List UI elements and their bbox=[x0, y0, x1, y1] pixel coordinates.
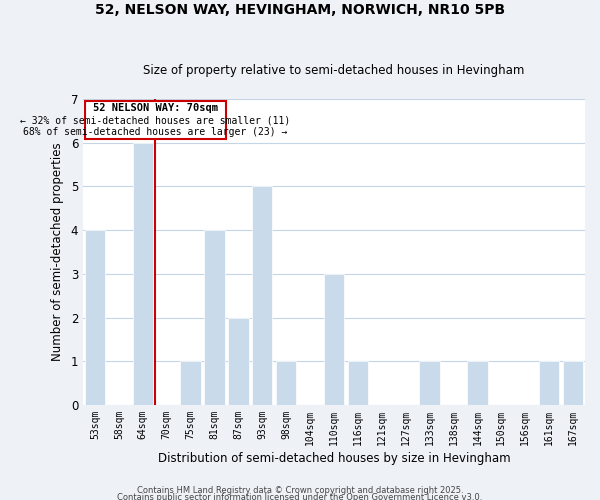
Bar bbox=[228, 318, 248, 405]
FancyBboxPatch shape bbox=[85, 100, 226, 139]
Bar bbox=[539, 361, 559, 405]
Bar bbox=[324, 274, 344, 405]
Bar bbox=[419, 361, 440, 405]
Bar bbox=[181, 361, 201, 405]
Text: 52 NELSON WAY: 70sqm: 52 NELSON WAY: 70sqm bbox=[93, 104, 218, 114]
Y-axis label: Number of semi-detached properties: Number of semi-detached properties bbox=[51, 142, 64, 362]
Bar bbox=[563, 361, 583, 405]
Bar bbox=[348, 361, 368, 405]
Bar bbox=[252, 186, 272, 405]
Bar bbox=[467, 361, 488, 405]
Text: Contains HM Land Registry data © Crown copyright and database right 2025.: Contains HM Land Registry data © Crown c… bbox=[137, 486, 463, 495]
Text: Contains public sector information licensed under the Open Government Licence v3: Contains public sector information licen… bbox=[118, 494, 482, 500]
Bar bbox=[205, 230, 224, 405]
Bar bbox=[85, 230, 105, 405]
Text: 52, NELSON WAY, HEVINGHAM, NORWICH, NR10 5PB: 52, NELSON WAY, HEVINGHAM, NORWICH, NR10… bbox=[95, 2, 505, 16]
Text: ← 32% of semi-detached houses are smaller (11): ← 32% of semi-detached houses are smalle… bbox=[20, 116, 290, 126]
Text: 68% of semi-detached houses are larger (23) →: 68% of semi-detached houses are larger (… bbox=[23, 128, 287, 138]
Title: Size of property relative to semi-detached houses in Hevingham: Size of property relative to semi-detach… bbox=[143, 64, 525, 77]
Bar bbox=[276, 361, 296, 405]
X-axis label: Distribution of semi-detached houses by size in Hevingham: Distribution of semi-detached houses by … bbox=[158, 452, 511, 465]
Bar bbox=[133, 142, 153, 405]
